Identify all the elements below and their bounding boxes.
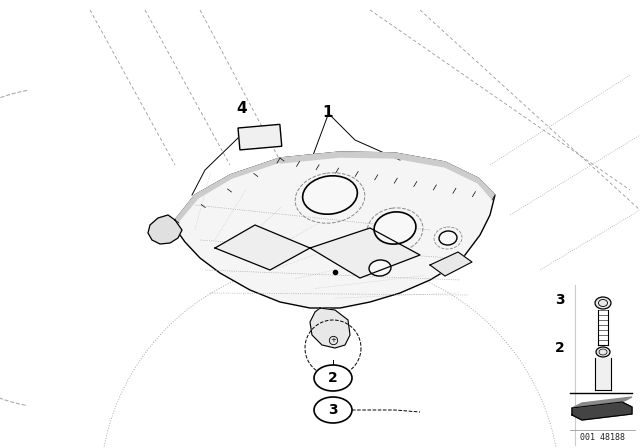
Polygon shape [175, 158, 283, 222]
Text: 2: 2 [555, 341, 565, 355]
Polygon shape [310, 308, 350, 348]
Ellipse shape [374, 212, 416, 244]
Polygon shape [430, 252, 472, 276]
Polygon shape [148, 215, 182, 244]
Ellipse shape [595, 297, 611, 309]
Bar [238, 125, 282, 150]
Polygon shape [280, 152, 495, 198]
Ellipse shape [596, 347, 610, 357]
Polygon shape [572, 397, 632, 408]
Ellipse shape [303, 176, 357, 214]
Ellipse shape [439, 231, 457, 245]
Text: 4: 4 [237, 100, 247, 116]
Text: 2: 2 [328, 371, 338, 385]
Text: 3: 3 [328, 403, 338, 417]
Ellipse shape [314, 365, 352, 391]
Polygon shape [595, 358, 611, 390]
Text: 3: 3 [555, 293, 565, 307]
Text: 1: 1 [323, 104, 333, 120]
Polygon shape [215, 225, 310, 270]
Polygon shape [572, 402, 632, 420]
Ellipse shape [314, 397, 352, 423]
Ellipse shape [369, 260, 391, 276]
Text: +: + [330, 337, 336, 343]
Polygon shape [310, 228, 420, 278]
Polygon shape [175, 152, 495, 308]
Text: 001 48188: 001 48188 [579, 432, 625, 441]
